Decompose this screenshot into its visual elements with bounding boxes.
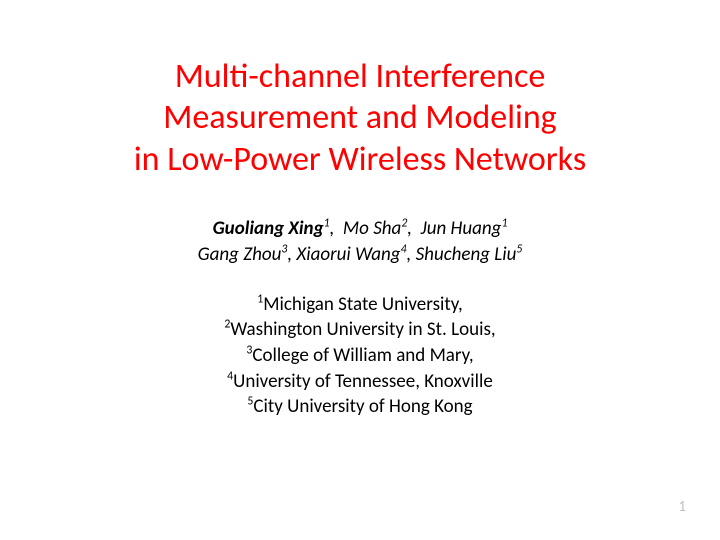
author-2-sup: 2 <box>401 217 407 231</box>
title-line-2: Measurement and Modeling <box>163 97 556 138</box>
author-6: Shucheng Liu <box>416 243 517 266</box>
affil-3: College of William and Mary, <box>252 344 473 367</box>
author-lead: Guoliang Xing <box>213 217 324 240</box>
page-number: 1 <box>678 498 686 516</box>
author-3: Jun Huang <box>421 217 502 240</box>
author-6-sup: 5 <box>516 243 522 257</box>
slide-title: Multi-channel Interference Measurement a… <box>134 56 586 180</box>
title-line-1: Multi-channel Interference <box>175 56 546 97</box>
affil-4: University of Tennessee, Knoxville <box>233 370 493 393</box>
author-4-sup: 3 <box>281 243 287 257</box>
affil-5: City University of Hong Kong <box>253 395 472 418</box>
author-5-sup: 4 <box>401 243 407 257</box>
author-5: Xiaorui Wang <box>296 243 400 266</box>
author-2: Mo Sha <box>343 217 401 240</box>
author-3-sup: 1 <box>501 217 507 231</box>
slide: Multi-channel Interference Measurement a… <box>0 0 720 540</box>
affiliations: 1Michigan State University, 2Washington … <box>224 292 495 420</box>
affil-1: Michigan State University, <box>263 293 462 316</box>
author-block: Guoliang Xing1, Mo Sha2, Jun Huang1 Gang… <box>198 216 523 267</box>
title-line-3: in Low-Power Wireless Networks <box>134 139 586 180</box>
author-lead-sup: 1 <box>324 217 330 231</box>
affil-2: Washington University in St. Louis, <box>230 318 495 341</box>
author-4: Gang Zhou <box>198 243 282 266</box>
